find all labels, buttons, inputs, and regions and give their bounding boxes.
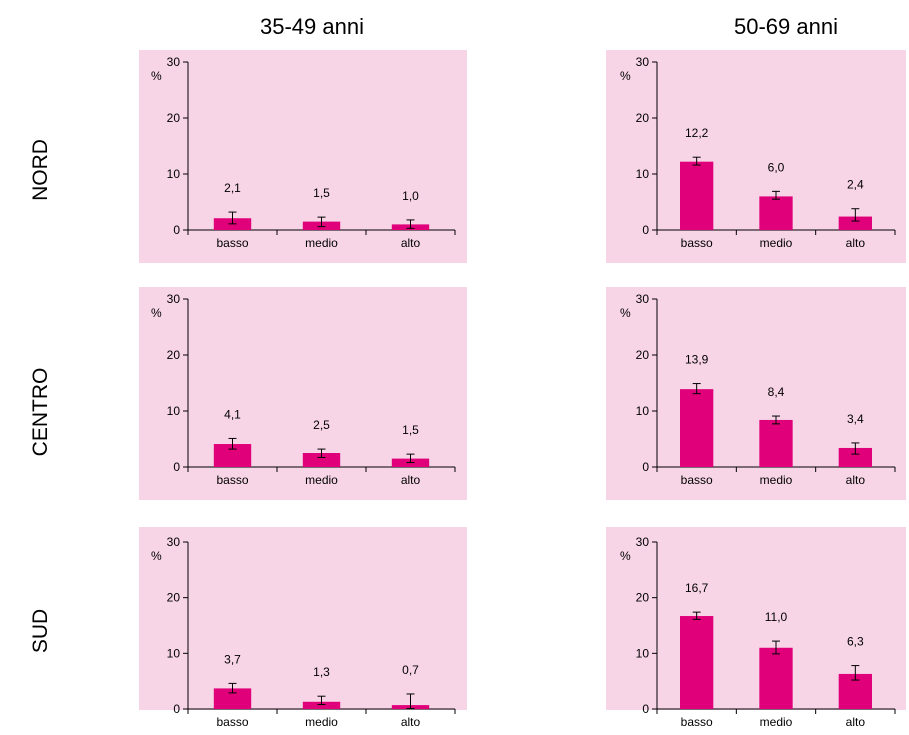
category-label-medio: medio [760,473,793,487]
y-unit-label: % [151,306,162,320]
category-label-alto: alto [846,236,866,250]
data-label-basso: 2,1 [224,181,241,195]
data-label-medio: 6,0 [768,160,785,174]
category-label-basso: basso [216,236,248,250]
y-tick-label: 0 [173,460,180,474]
y-unit-label: % [151,69,162,83]
y-tick-label: 30 [167,55,181,69]
y-tick-label: 0 [642,460,649,474]
data-label-basso: 13,9 [685,353,709,367]
data-label-alto: 6,3 [847,635,864,649]
y-tick-label: 10 [636,167,650,181]
y-tick-label: 30 [167,292,181,306]
y-tick-label: 0 [173,702,180,716]
data-label-medio: 2,5 [313,418,330,432]
y-unit-label: % [620,69,631,83]
data-label-alto: 3,4 [847,412,864,426]
bar-medio [759,196,792,230]
category-label-basso: basso [216,473,248,487]
y-unit-label: % [151,549,162,563]
data-label-medio: 11,0 [765,610,788,624]
category-label-alto: alto [846,473,866,487]
row-label-centro: CENTRO [29,368,52,457]
y-tick-label: 10 [167,167,181,181]
category-label-basso: basso [681,715,713,729]
y-unit-label: % [620,306,631,320]
y-tick-label: 30 [636,292,650,306]
category-label-basso: basso [681,236,713,250]
data-label-medio: 1,5 [313,186,330,200]
y-tick-label: 10 [636,646,650,660]
data-label-medio: 8,4 [768,385,785,399]
category-label-alto: alto [401,715,421,729]
data-label-basso: 12,2 [685,126,709,140]
panel-background [606,50,906,263]
row-label-nord: NORD [29,139,52,201]
y-tick-label: 30 [636,535,650,549]
y-tick-label: 20 [636,591,650,605]
y-tick-label: 0 [173,223,180,237]
chart-panel-nord-50-69-anni: 0 10 20 30% 12,2 basso 6,0 medio 2,4 alto [606,50,906,263]
y-tick-label: 0 [642,223,649,237]
category-label-medio: medio [305,473,338,487]
y-tick-label: 20 [636,348,650,362]
bar-basso [680,389,713,467]
data-label-basso: 3,7 [224,652,241,666]
category-label-medio: medio [305,715,338,729]
chart-panel-centro-50-69-anni: 0 10 20 30% 13,9 basso 8,4 medio 3,4 alto [606,287,906,500]
data-label-alto: 2,4 [847,178,864,192]
bar-medio [759,420,792,467]
bar-medio [759,648,792,709]
category-label-medio: medio [305,236,338,250]
chart-panel-sud-35-49-anni: 0 10 20 30% 3,7 basso 1,3 medio 0,7 alto [139,527,467,729]
chart-panel-nord-35-49-anni: 0 10 20 30% 2,1 basso 1,5 medio 1,0 alto [139,50,467,263]
category-label-alto: alto [846,715,866,729]
y-unit-label: % [620,549,631,563]
y-tick-label: 20 [636,111,650,125]
y-tick-label: 10 [167,646,181,660]
category-label-alto: alto [401,473,421,487]
category-label-medio: medio [760,715,793,729]
category-label-medio: medio [760,236,793,250]
data-label-alto: 1,0 [402,189,419,203]
data-label-alto: 0,7 [402,663,419,677]
panel-background [606,287,906,500]
y-tick-label: 30 [167,535,181,549]
chart-panel-centro-35-49-anni: 0 10 20 30% 4,1 basso 2,5 medio 1,5 alto [139,287,467,500]
y-tick-label: 10 [636,404,650,418]
row-label-sud: SUD [29,609,52,653]
y-tick-label: 20 [167,111,181,125]
y-tick-label: 0 [642,702,649,716]
data-label-basso: 16,7 [685,581,709,595]
data-label-medio: 1,3 [313,665,330,679]
bar-basso [680,162,713,230]
category-label-basso: basso [216,715,248,729]
y-tick-label: 30 [636,55,650,69]
chart-panel-sud-50-69-anni: 0 10 20 30% 16,7 basso 11,0 medio 6,3 alto [606,527,906,729]
y-tick-label: 20 [167,591,181,605]
column-title-35-49: 35-49 anni [260,14,364,39]
category-label-alto: alto [401,236,421,250]
data-label-basso: 4,1 [224,407,241,421]
bar-basso [680,616,713,709]
column-title-50-69: 50-69 anni [734,14,838,39]
data-label-alto: 1,5 [402,423,419,437]
y-tick-label: 20 [167,348,181,362]
category-label-basso: basso [681,473,713,487]
y-tick-label: 10 [167,404,181,418]
